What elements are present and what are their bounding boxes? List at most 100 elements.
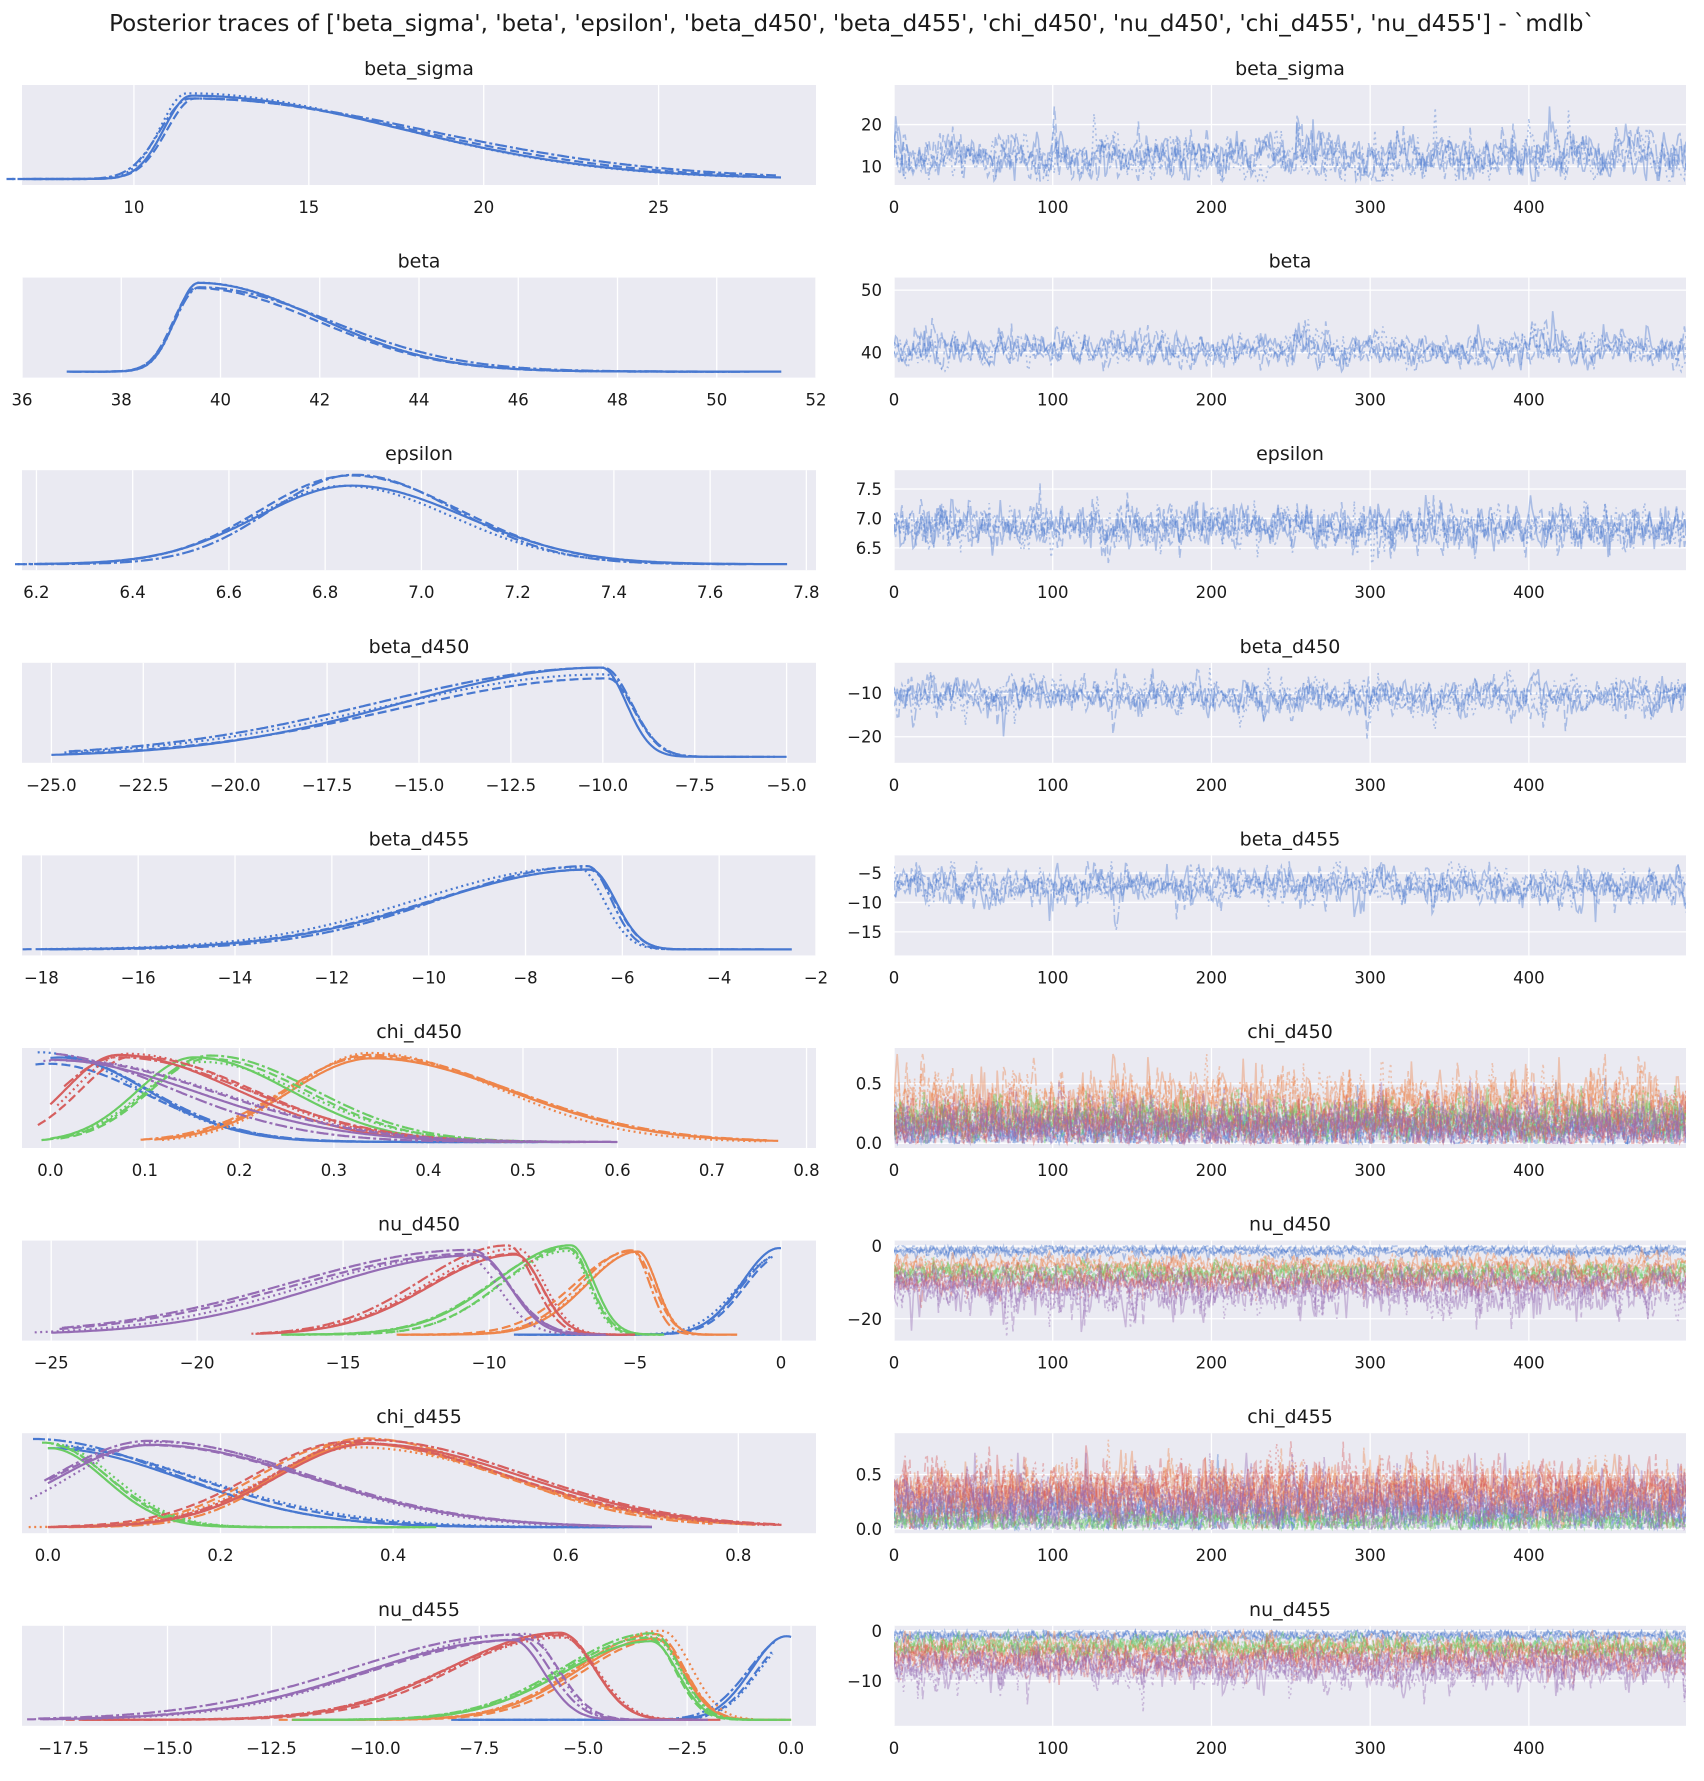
trace-line-beta_sigma-chain-3 [894,107,1686,183]
y-tick-label: 6.5 [856,539,882,558]
trace-line-beta_d455-chain-3 [894,858,1686,908]
x-tick-label: 100 [1037,198,1069,217]
x-tick-label: −20 [180,1354,215,1373]
trace-line-nu_d450[0]-chain-3 [894,1242,1686,1266]
subplot-title: epsilon [1256,443,1324,465]
x-tick-label: 0.0 [37,1161,63,1180]
x-tick-label: 400 [1513,391,1545,410]
trace-line-chi_d455[1]-chain-2 [894,1447,1686,1530]
trace-line-nu_d450[3]-chain-2 [894,1260,1686,1309]
trace-line-nu_d450[2]-chain-0 [894,1258,1686,1290]
trace-line-chi_d455[3]-chain-3 [894,1443,1686,1529]
trace-line-nu_d450[0]-chain-1 [894,1243,1686,1269]
subplot-title: chi_d450 [376,1021,462,1043]
x-tick-label: −5.0 [767,776,807,795]
subplot-title: beta_sigma [364,58,474,80]
trace-line-chi_d450[3]-chain-2 [894,1083,1686,1147]
density-line-chi_d455[3]-chain-3 [53,1441,767,1529]
x-tick-label: 100 [1037,1739,1069,1758]
trace-line-beta_sigma-chain-0 [894,106,1686,182]
plot-area [894,277,1686,378]
plot-area [894,85,1686,185]
x-tick-label: 48 [607,391,628,410]
x-tick-label: −25 [34,1354,69,1373]
x-tick-label: 0 [889,583,900,602]
x-tick-label: 0 [889,968,900,987]
x-tick-label: −17.5 [38,1739,89,1758]
trace-line-epsilon-chain-2 [894,483,1686,559]
y-tick-label: 40 [861,344,882,363]
trace-line-beta_d450-chain-0 [894,669,1686,737]
x-tick-label: −5 [623,1354,647,1373]
trace-line-chi_d450[2]-chain-0 [894,1087,1686,1144]
density-line-beta_d450-chain-1 [68,677,753,758]
trace-line-chi_d455[1]-chain-1 [894,1448,1686,1531]
trace-line-nu_d455[0]-chain-0 [894,1628,1686,1647]
x-tick-label: −8 [513,968,537,987]
x-tick-label: 200 [1196,1546,1228,1565]
trace-line-nu_d455[4]-chain-3 [894,1636,1686,1713]
plot-area [894,1625,1686,1726]
trace-line-chi_d455[2]-chain-3 [894,1497,1686,1532]
x-tick-label: 300 [1354,968,1386,987]
trace-line-nu_d450[0]-chain-2 [894,1243,1686,1263]
density-line-chi_d450[4]-chain-3 [43,1058,581,1143]
subplot-trace-chi_d455: chi_d455 0 100 200 300 400 0.0 0.5 [856,1406,1686,1565]
y-tick-label: 0.0 [856,1134,882,1153]
subplot-density-beta: beta 36 38 40 42 44 46 48 50 52 [12,251,827,410]
x-tick-label: −18 [24,968,59,987]
density-line-chi_d455[4]-chain-3 [29,1441,646,1528]
x-tick-label: −10 [411,968,446,987]
x-tick-label: 7.0 [408,583,434,602]
x-tick-label: −12 [314,968,349,987]
x-tick-label: −10.0 [578,776,629,795]
x-tick-label: 0.0 [35,1546,61,1565]
subplot-trace-nu_d455: nu_d455 0 100 200 300 400 −10 0 [847,1599,1686,1758]
density-line-chi_d455[0]-chain-1 [60,1445,625,1529]
trace-line-beta_d450-chain-2 [894,665,1686,729]
x-tick-label: −2.5 [667,1739,707,1758]
trace-line-chi_d450[2]-chain-1 [894,1085,1686,1144]
x-tick-label: 42 [309,391,330,410]
density-line-chi_d450[0]-chain-3 [37,1051,537,1144]
y-tick-label: 0.5 [856,1075,882,1094]
trace-line-nu_d450[4]-chain-3 [894,1261,1686,1338]
subplot-density-beta_d450: beta_d450 −25.0 −22.5 −20.0 −17.5 −15.0 −12.5 −… [22,636,816,795]
x-tick-label: 0.5 [510,1161,536,1180]
x-tick-label: −25.0 [26,776,77,795]
trace-line-epsilon-chain-3 [894,495,1686,565]
x-tick-label: 200 [1196,1161,1228,1180]
x-tick-label: 0 [889,1739,900,1758]
trace-line-beta-chain-3 [894,319,1686,374]
x-tick-label: 0.8 [725,1546,751,1565]
y-tick-label: 50 [861,281,882,300]
x-tick-label: 0 [889,198,900,217]
subplot-trace-beta_sigma: beta_sigma 0 100 200 300 400 10 20 [861,58,1686,217]
trace-line-beta-chain-1 [894,317,1686,372]
density-line-nu_d455[3]-chain-3 [98,1636,708,1721]
trace-lines [894,1439,1686,1533]
density-line-nu_d455[2]-chain-1 [305,1636,786,1721]
subplot-title: beta [1269,251,1312,273]
density-line-beta_sigma-chain-2 [31,97,776,181]
subplot-trace-nu_d450: nu_d450 0 100 200 300 400 −20 0 [847,1214,1686,1373]
plot-area [894,1048,1686,1148]
x-tick-label: 100 [1037,1354,1069,1373]
trace-line-nu_d450[4]-chain-0 [894,1263,1686,1333]
trace-line-chi_d455[4]-chain-0 [894,1452,1686,1532]
subplot-trace-epsilon: epsilon 0 100 200 300 400 6.5 7.0 7.5 [856,443,1686,602]
trace-line-beta-chain-2 [894,318,1686,372]
density-line-chi_d450[4]-chain-2 [55,1052,589,1144]
subplot-title: beta_sigma [1235,58,1345,80]
x-tick-label: 0 [889,776,900,795]
x-tick-label: 400 [1513,1546,1545,1565]
trace-line-nu_d450[3]-chain-0 [894,1257,1686,1301]
x-tick-label: 100 [1037,1161,1069,1180]
x-tick-label: 400 [1513,583,1545,602]
density-line-epsilon-chain-1 [44,474,741,566]
trace-line-chi_d450[3]-chain-0 [894,1084,1686,1147]
subplot-trace-beta_d450: beta_d450 0 100 200 300 400 −20 −10 [847,636,1686,795]
trace-line-beta_d455-chain-1 [894,861,1686,920]
